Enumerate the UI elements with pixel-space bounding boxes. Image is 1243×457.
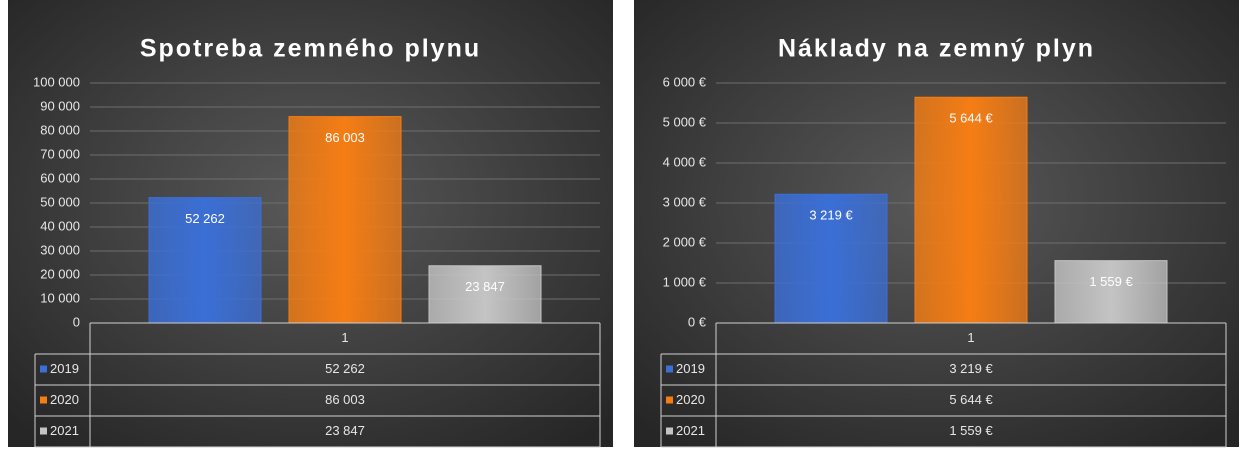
legend-key <box>666 396 673 404</box>
legend-key <box>666 427 673 435</box>
legend-label: 2019 <box>50 361 79 376</box>
y-tick-label: 10 000 <box>40 290 80 305</box>
bar <box>148 197 262 324</box>
legend-label: 2019 <box>676 361 705 376</box>
data-label: 5 644 € <box>949 111 993 126</box>
data-label: 1 559 € <box>1089 274 1133 289</box>
legend-key <box>666 365 673 373</box>
y-tick-label: 90 000 <box>40 98 80 113</box>
table-cell: 1 559 € <box>949 423 993 438</box>
table-cell: 86 003 <box>325 392 365 407</box>
y-tick-label: 5 000 € <box>663 114 707 129</box>
legend-key <box>40 427 47 435</box>
chart: Spotreba zemného plynu 0 10 000 20 000 30 00… <box>8 0 613 448</box>
y-tick-label: 20 000 <box>40 266 80 281</box>
y-tick-label: 4 000 € <box>663 154 707 169</box>
chart-title: Náklady na zemný plyn <box>778 35 1095 63</box>
bar <box>288 116 402 324</box>
y-tick-label: 100 000 <box>33 74 80 89</box>
y-tick-label: 80 000 <box>40 122 80 137</box>
bar <box>914 96 1028 324</box>
legend-label: 2021 <box>50 423 79 438</box>
legend-label: 2021 <box>676 423 705 438</box>
table-cell: 5 644 € <box>949 392 993 407</box>
data-label: 23 847 <box>465 279 505 294</box>
category-label: 1 <box>967 330 974 345</box>
legend-key <box>40 396 47 404</box>
table-cell: 3 219 € <box>949 361 993 376</box>
legend-label: 2020 <box>50 392 79 407</box>
y-tick-label: 70 000 <box>40 146 80 161</box>
y-tick-label: 40 000 <box>40 218 80 233</box>
y-tick-label: 60 000 <box>40 170 80 185</box>
legend-label: 2020 <box>676 392 705 407</box>
data-label: 86 003 <box>325 130 365 145</box>
table-cell: 23 847 <box>325 423 365 438</box>
y-tick-label: 1 000 € <box>663 274 707 289</box>
y-tick-label: 30 000 <box>40 242 80 257</box>
y-tick-label: 0 <box>73 314 80 329</box>
bar <box>774 193 888 324</box>
legend-key <box>40 365 47 373</box>
chart: Náklady na zemný plyn 0 € 1 000 € 2 000 € 3 … <box>634 0 1239 448</box>
y-tick-label: 50 000 <box>40 194 80 209</box>
category-label: 1 <box>341 330 348 345</box>
chart-title: Spotreba zemného plynu <box>140 35 481 63</box>
bar <box>1054 260 1168 324</box>
data-label: 3 219 € <box>809 208 853 223</box>
y-tick-label: 0 € <box>688 314 707 329</box>
y-tick-label: 3 000 € <box>663 194 707 209</box>
y-tick-label: 2 000 € <box>663 234 707 249</box>
y-tick-label: 6 000 € <box>663 74 707 89</box>
bar <box>428 265 542 324</box>
table-cell: 52 262 <box>325 361 365 376</box>
data-label: 52 262 <box>185 211 225 226</box>
